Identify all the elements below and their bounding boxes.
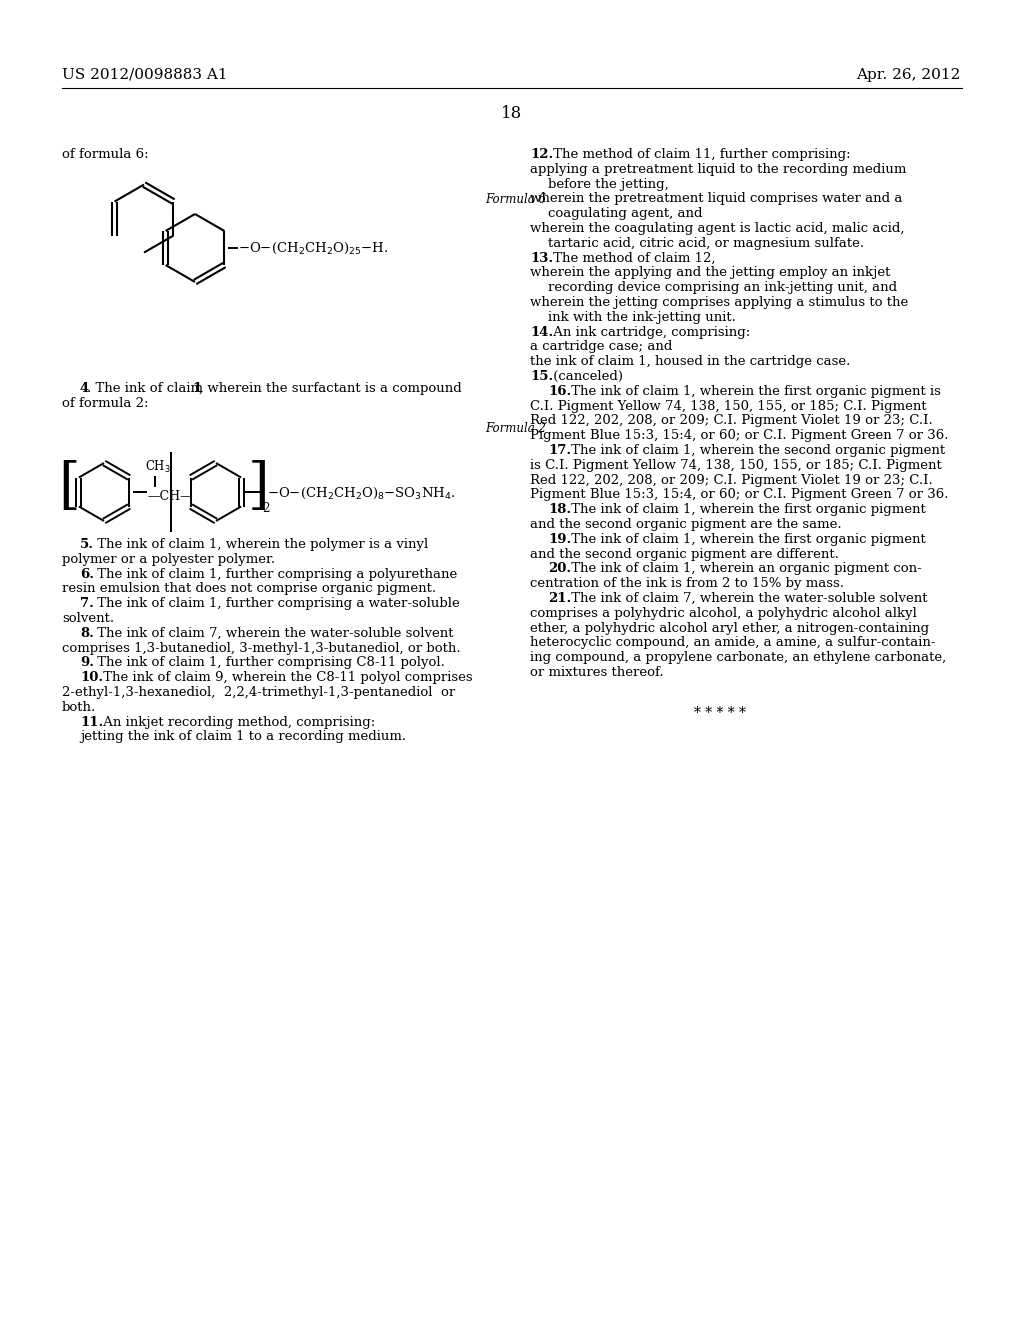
Text: The method of claim 11, further comprising:: The method of claim 11, further comprisi… [549, 148, 851, 161]
Text: 16.: 16. [548, 385, 571, 397]
Text: and the second organic pigment are the same.: and the second organic pigment are the s… [530, 517, 842, 531]
Text: 21.: 21. [548, 591, 571, 605]
Text: 7.: 7. [80, 597, 94, 610]
Text: 8.: 8. [80, 627, 94, 640]
Text: The ink of claim 9, wherein the C8-11 polyol comprises: The ink of claim 9, wherein the C8-11 po… [99, 671, 473, 684]
Text: 2-ethyl-1,3-hexanediol,  2,2,4-trimethyl-1,3-pentanediol  or: 2-ethyl-1,3-hexanediol, 2,2,4-trimethyl-… [62, 686, 456, 700]
Text: The ink of claim 1, further comprising C8-11 polyol.: The ink of claim 1, further comprising C… [93, 656, 445, 669]
Text: The ink of claim 1, further comprising a water-soluble: The ink of claim 1, further comprising a… [93, 597, 460, 610]
Text: The ink of claim 1, wherein the first organic pigment is: The ink of claim 1, wherein the first or… [567, 385, 941, 397]
Text: is C.I. Pigment Yellow 74, 138, 150, 155, or 185; C.I. Pigment: is C.I. Pigment Yellow 74, 138, 150, 155… [530, 459, 942, 471]
Text: applying a pretreatment liquid to the recording medium: applying a pretreatment liquid to the re… [530, 162, 906, 176]
Text: Apr. 26, 2012: Apr. 26, 2012 [856, 69, 961, 82]
Text: The ink of claim 1, wherein the second organic pigment: The ink of claim 1, wherein the second o… [567, 444, 945, 457]
Text: 20.: 20. [548, 562, 571, 576]
Text: ether, a polyhydric alcohol aryl ether, a nitrogen-containing: ether, a polyhydric alcohol aryl ether, … [530, 622, 929, 635]
Text: C.I. Pigment Yellow 74, 138, 150, 155, or 185; C.I. Pigment: C.I. Pigment Yellow 74, 138, 150, 155, o… [530, 400, 927, 413]
Text: 6.: 6. [80, 568, 94, 581]
Text: Pigment Blue 15:3, 15:4, or 60; or C.I. Pigment Green 7 or 36.: Pigment Blue 15:3, 15:4, or 60; or C.I. … [530, 429, 948, 442]
Text: jetting the ink of claim 1 to a recording medium.: jetting the ink of claim 1 to a recordin… [80, 730, 407, 743]
Text: ink with the ink-jetting unit.: ink with the ink-jetting unit. [548, 310, 736, 323]
Text: both.: both. [62, 701, 96, 714]
Text: $-$O$-$(CH$_{2}$CH$_{2}$O)$_{8}$$-$SO$_{3}$NH$_{4}$.: $-$O$-$(CH$_{2}$CH$_{2}$O)$_{8}$$-$SO$_{… [267, 486, 456, 500]
Text: a cartridge case; and: a cartridge case; and [530, 341, 673, 354]
Text: Formula 2: Formula 2 [485, 422, 546, 436]
Text: resin emulsion that does not comprise organic pigment.: resin emulsion that does not comprise or… [62, 582, 436, 595]
Text: The ink of claim 1, wherein an organic pigment con-: The ink of claim 1, wherein an organic p… [567, 562, 922, 576]
Text: US 2012/0098883 A1: US 2012/0098883 A1 [62, 69, 227, 82]
Text: The ink of claim 7, wherein the water-soluble solvent: The ink of claim 7, wherein the water-so… [93, 627, 454, 640]
Text: 13.: 13. [530, 252, 553, 264]
Text: 1: 1 [193, 381, 202, 395]
Text: coagulating agent, and: coagulating agent, and [548, 207, 702, 220]
Text: 9.: 9. [80, 656, 94, 669]
Text: tartaric acid, citric acid, or magnesium sulfate.: tartaric acid, citric acid, or magnesium… [548, 236, 864, 249]
Text: Red 122, 202, 208, or 209; C.I. Pigment Violet 19 or 23; C.I.: Red 122, 202, 208, or 209; C.I. Pigment … [530, 414, 933, 428]
Text: 5.: 5. [80, 539, 94, 550]
Text: 2: 2 [262, 502, 269, 515]
Text: (canceled): (canceled) [549, 370, 624, 383]
Text: and the second organic pigment are different.: and the second organic pigment are diffe… [530, 548, 839, 561]
Text: comprises a polyhydric alcohol, a polyhydric alcohol alkyl: comprises a polyhydric alcohol, a polyhy… [530, 607, 916, 620]
Text: the ink of claim 1, housed in the cartridge case.: the ink of claim 1, housed in the cartri… [530, 355, 850, 368]
Text: , wherein the surfactant is a compound: , wherein the surfactant is a compound [199, 381, 462, 395]
Text: before the jetting,: before the jetting, [548, 178, 669, 190]
Text: 18: 18 [502, 106, 522, 121]
Text: 11.: 11. [80, 715, 103, 729]
Text: wherein the coagulating agent is lactic acid, malic acid,: wherein the coagulating agent is lactic … [530, 222, 904, 235]
Text: 17.: 17. [548, 444, 571, 457]
Text: An ink cartridge, comprising:: An ink cartridge, comprising: [549, 326, 751, 339]
Text: 18.: 18. [548, 503, 571, 516]
Text: centration of the ink is from 2 to 15% by mass.: centration of the ink is from 2 to 15% b… [530, 577, 844, 590]
Text: * * * * *: * * * * * [694, 706, 745, 719]
Text: 19.: 19. [548, 533, 571, 545]
Text: 15.: 15. [530, 370, 553, 383]
Text: wherein the pretreatment liquid comprises water and a: wherein the pretreatment liquid comprise… [530, 193, 902, 206]
Text: 12.: 12. [530, 148, 553, 161]
Text: The ink of claim 1, further comprising a polyurethane: The ink of claim 1, further comprising a… [93, 568, 458, 581]
Text: 10.: 10. [80, 671, 103, 684]
Text: The method of claim 12,: The method of claim 12, [549, 252, 716, 264]
Text: [: [ [58, 461, 80, 515]
Text: ing compound, a propylene carbonate, an ethylene carbonate,: ing compound, a propylene carbonate, an … [530, 651, 946, 664]
Text: $-$O$-$(CH$_{2}$CH$_{2}$O)$_{25}$$-$H.: $-$O$-$(CH$_{2}$CH$_{2}$O)$_{25}$$-$H. [238, 240, 388, 256]
Text: or mixtures thereof.: or mixtures thereof. [530, 667, 664, 678]
Text: solvent.: solvent. [62, 612, 114, 624]
Text: The ink of claim 1, wherein the first organic pigment: The ink of claim 1, wherein the first or… [567, 533, 926, 545]
Text: of formula 2:: of formula 2: [62, 397, 148, 409]
Text: Formula 6: Formula 6 [485, 193, 546, 206]
Text: . The ink of claim: . The ink of claim [87, 381, 207, 395]
Text: wherein the jetting comprises applying a stimulus to the: wherein the jetting comprises applying a… [530, 296, 908, 309]
Text: wherein the applying and the jetting employ an inkjet: wherein the applying and the jetting emp… [530, 267, 891, 280]
Text: 14.: 14. [530, 326, 553, 339]
Text: Red 122, 202, 208, or 209; C.I. Pigment Violet 19 or 23; C.I.: Red 122, 202, 208, or 209; C.I. Pigment … [530, 474, 933, 487]
Text: comprises 1,3-butanediol, 3-methyl-1,3-butanediol, or both.: comprises 1,3-butanediol, 3-methyl-1,3-b… [62, 642, 461, 655]
Text: The ink of claim 1, wherein the polymer is a vinyl: The ink of claim 1, wherein the polymer … [93, 539, 428, 550]
Text: CH$_3$: CH$_3$ [145, 459, 171, 475]
Text: —CH—: —CH— [147, 490, 193, 503]
Text: The ink of claim 1, wherein the first organic pigment: The ink of claim 1, wherein the first or… [567, 503, 926, 516]
Text: An inkjet recording method, comprising:: An inkjet recording method, comprising: [99, 715, 376, 729]
Text: polymer or a polyester polymer.: polymer or a polyester polymer. [62, 553, 275, 566]
Text: 4: 4 [80, 381, 89, 395]
Text: heterocyclic compound, an amide, a amine, a sulfur-contain-: heterocyclic compound, an amide, a amine… [530, 636, 936, 649]
Text: recording device comprising an ink-jetting unit, and: recording device comprising an ink-jetti… [548, 281, 897, 294]
Text: ]: ] [248, 461, 269, 515]
Text: The ink of claim 7, wherein the water-soluble solvent: The ink of claim 7, wherein the water-so… [567, 591, 928, 605]
Text: Pigment Blue 15:3, 15:4, or 60; or C.I. Pigment Green 7 or 36.: Pigment Blue 15:3, 15:4, or 60; or C.I. … [530, 488, 948, 502]
Text: of formula 6:: of formula 6: [62, 148, 148, 161]
